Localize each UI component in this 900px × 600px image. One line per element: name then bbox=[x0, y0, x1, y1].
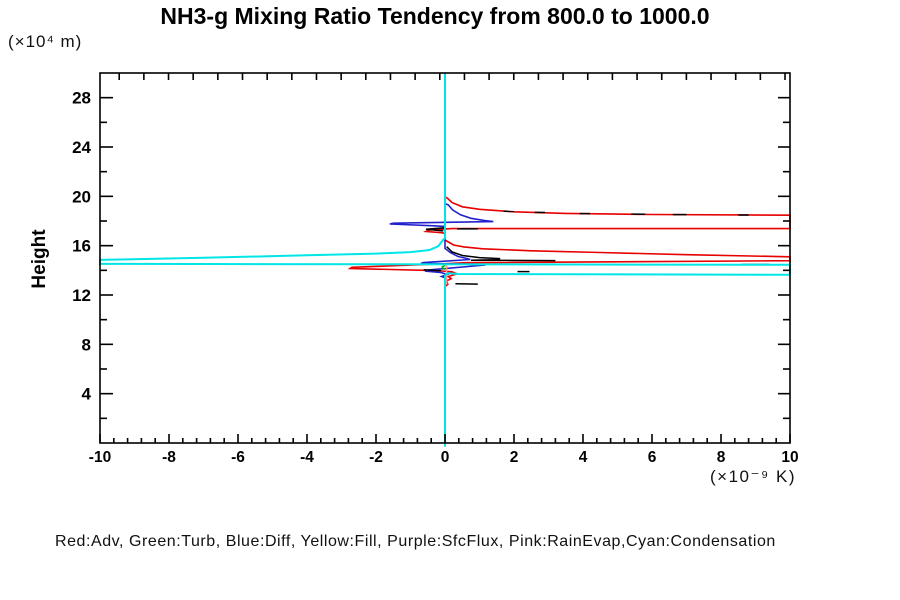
y-tick-label: 4 bbox=[82, 385, 92, 404]
color-legend-text: Red:Adv, Green:Turb, Blue:Diff, Yellow:F… bbox=[55, 533, 776, 550]
series-diff-curve bbox=[389, 73, 494, 440]
series-total-curve-segment bbox=[423, 268, 441, 272]
y-tick-label: 16 bbox=[72, 237, 91, 256]
x-tick-label: 8 bbox=[717, 449, 726, 466]
chart-title: NH3-g Mixing Ratio Tendency from 800.0 t… bbox=[160, 3, 710, 29]
x-tick-label: -10 bbox=[89, 449, 111, 466]
y-axis-label: Height bbox=[29, 229, 50, 289]
x-tick-label: 10 bbox=[781, 449, 798, 466]
series-total-curve bbox=[446, 246, 556, 262]
x-tick-label: 6 bbox=[648, 449, 657, 466]
x-tick-label: -6 bbox=[231, 449, 245, 466]
series-turb-curve bbox=[441, 264, 446, 271]
series-condensation-curve bbox=[99, 73, 791, 447]
x-axis-unit-label: (×10⁻⁹ K) bbox=[710, 467, 796, 486]
x-tick-label: -4 bbox=[300, 449, 314, 466]
series-adv-curve bbox=[347, 73, 791, 440]
x-tick-label: -2 bbox=[369, 449, 383, 466]
y-tick-label: 20 bbox=[72, 187, 91, 206]
x-tick-label: -8 bbox=[162, 449, 176, 466]
series-total-curve-segment bbox=[425, 227, 446, 232]
x-tick-label: 4 bbox=[579, 449, 588, 466]
y-tick-label: 24 bbox=[72, 138, 91, 157]
y-axis-unit-label: (×10⁴ m) bbox=[8, 32, 83, 51]
y-tick-label: 8 bbox=[82, 335, 91, 354]
x-tick-label: 0 bbox=[441, 449, 450, 466]
x-tick-label: 2 bbox=[510, 449, 519, 466]
y-tick-label: 12 bbox=[72, 286, 91, 305]
y-tick-label: 28 bbox=[72, 89, 91, 108]
